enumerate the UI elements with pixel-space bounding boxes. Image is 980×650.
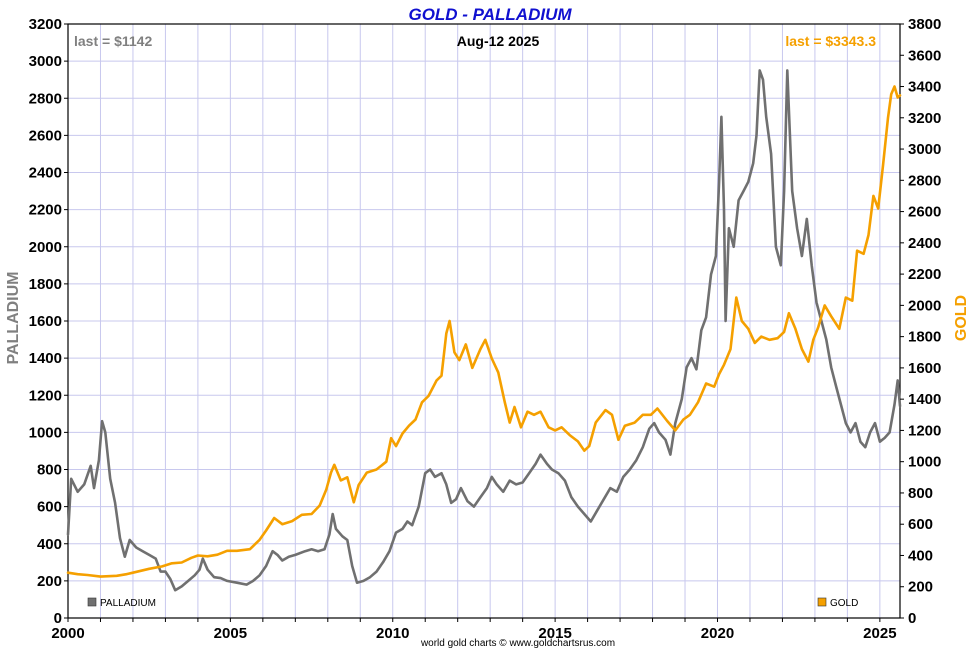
right-tick-label: 800 [908, 485, 933, 502]
chart-title: GOLD - PALLADIUM [408, 5, 572, 24]
left-axis-ticks: 0 200 400 600 800 1000 1200 1400 1600 1800 2000 220… [29, 16, 68, 627]
right-tick-label: 400 [908, 547, 933, 564]
left-tick-label: 1000 [29, 424, 62, 441]
legend-palladium-label: PALLADIUM [100, 598, 156, 609]
date-label: Aug-12 2025 [457, 33, 540, 49]
right-tick-label: 1000 [908, 454, 941, 471]
chart-grid [67, 23, 900, 619]
x-tick-label: 2025 [863, 625, 896, 642]
left-tick-label: 1400 [29, 350, 62, 367]
palladium-last-value: last = $1142 [74, 33, 152, 49]
right-tick-label: 2600 [908, 204, 941, 221]
gold-last-value: last = $3343.3 [785, 33, 876, 49]
right-axis-ticks: 0 200 400 600 800 1000 1200 1400 1600 1800 2000 220… [900, 16, 941, 627]
series-layer [66, 69, 902, 592]
right-axis-label: GOLD [953, 295, 970, 341]
right-tick-label: 1200 [908, 422, 941, 439]
left-tick-label: 1800 [29, 276, 62, 293]
left-axis-label: PALLADIUM [5, 271, 22, 364]
gold-series-line [66, 85, 902, 578]
left-tick-label: 800 [37, 462, 62, 479]
right-tick-label: 600 [908, 516, 933, 533]
left-tick-label: 3000 [29, 53, 62, 70]
credit-text: world gold charts © www.goldchartsrus.co… [420, 638, 615, 649]
right-tick-label: 1800 [908, 329, 941, 346]
right-tick-label: 0 [908, 610, 916, 627]
left-tick-label: 2800 [29, 90, 62, 107]
right-tick-label: 3600 [908, 47, 941, 64]
right-tick-label: 200 [908, 579, 933, 596]
left-tick-label: 1600 [29, 313, 62, 330]
right-tick-label: 1400 [908, 391, 941, 408]
right-tick-label: 3800 [908, 16, 941, 33]
left-tick-label: 1200 [29, 387, 62, 404]
right-tick-label: 3200 [908, 110, 941, 127]
x-tick-label: 2000 [51, 625, 84, 642]
right-tick-label: 1600 [908, 360, 941, 377]
x-axis-ticks: 2000 2005 2010 2015 2020 2025 [51, 618, 897, 642]
right-tick-label: 2400 [908, 235, 941, 252]
right-tick-label: 2000 [908, 297, 941, 314]
left-tick-label: 400 [37, 536, 62, 553]
left-tick-label: 2200 [29, 202, 62, 219]
x-tick-label: 2015 [538, 625, 571, 642]
x-tick-label: 2020 [701, 625, 734, 642]
x-tick-label: 2005 [214, 625, 247, 642]
legend-palladium-swatch [87, 597, 97, 607]
left-tick-label: 2000 [29, 239, 62, 256]
right-tick-label: 2200 [908, 266, 941, 283]
left-tick-label: 200 [37, 573, 62, 590]
left-tick-label: 2400 [29, 165, 62, 182]
right-tick-label: 2800 [908, 172, 941, 189]
left-tick-label: 2600 [29, 127, 62, 144]
left-tick-label: 3200 [29, 16, 62, 33]
x-tick-label: 2010 [376, 625, 409, 642]
legend-palladium: PALLADIUM [87, 597, 156, 609]
palladium-series-line [66, 69, 902, 592]
right-tick-label: 3000 [908, 141, 941, 158]
legend-gold-swatch [817, 597, 827, 607]
left-tick-label: 600 [37, 499, 62, 516]
left-tick-label: 0 [54, 610, 62, 627]
legend-gold: GOLD [817, 597, 858, 609]
legend-gold-label: GOLD [830, 598, 858, 609]
right-tick-label: 3400 [908, 79, 941, 96]
